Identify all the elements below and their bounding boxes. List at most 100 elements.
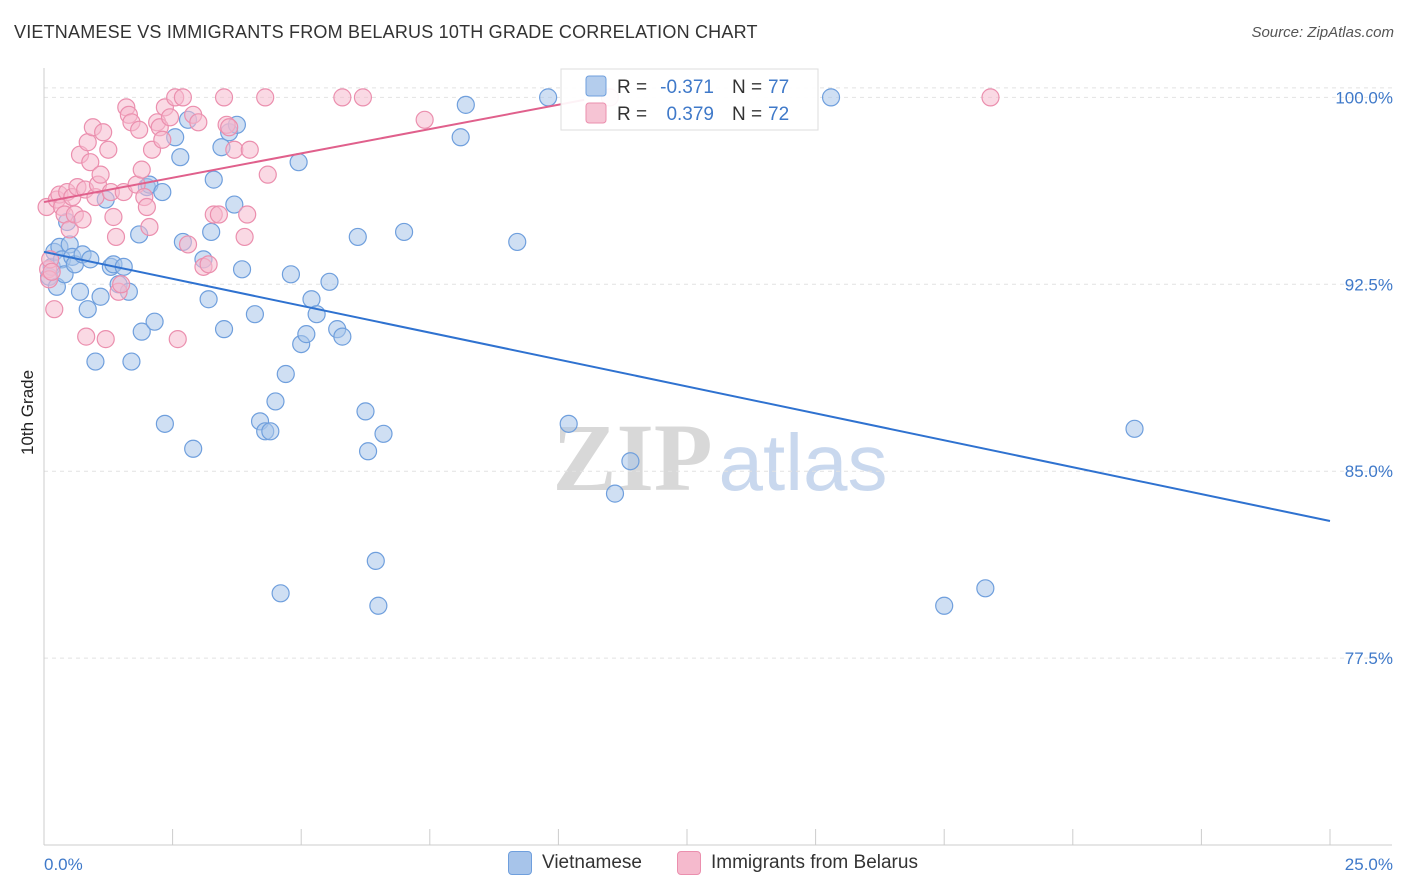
- point-vietnamese-69: [451, 128, 470, 147]
- point-belarus-58: [209, 205, 228, 224]
- trend-line-belarus: [43, 98, 585, 204]
- legend-item-belarus: Immigrants from Belarus: [677, 851, 918, 875]
- point-vietnamese-65: [366, 551, 385, 571]
- point-vietnamese-75: [621, 452, 640, 471]
- legend-item-vietnamese: Vietnamese: [508, 851, 642, 875]
- point-vietnamese-62: [348, 227, 367, 247]
- point-belarus-24: [91, 165, 110, 184]
- legend-n-value-vietnamese: 77: [768, 77, 789, 98]
- point-vietnamese-61: [333, 327, 352, 346]
- point-vietnamese-63: [356, 402, 375, 421]
- point-belarus-20: [81, 153, 100, 172]
- point-belarus-70: [415, 110, 434, 129]
- point-belarus-39: [132, 160, 151, 179]
- legend-swatch-vietnamese: [585, 75, 607, 97]
- point-belarus-50: [168, 330, 187, 349]
- point-vietnamese-16: [91, 287, 110, 306]
- legend-n-label-vietnamese: N =: [732, 77, 762, 98]
- point-belarus-5: [45, 300, 64, 319]
- point-belarus-41: [137, 197, 156, 217]
- legend-r-value-vietnamese: -0.371: [660, 77, 714, 98]
- point-belarus-32: [112, 275, 131, 294]
- point-vietnamese-49: [261, 422, 280, 441]
- point-belarus-66: [256, 88, 275, 107]
- point-vietnamese-23: [122, 352, 141, 371]
- point-belarus-42: [140, 217, 159, 237]
- bottom-legend: Vietnamese Immigrants from Belarus: [0, 851, 1406, 881]
- point-vietnamese-59: [320, 272, 339, 291]
- legend-n-label-belarus: N =: [732, 104, 762, 125]
- point-vietnamese-30: [155, 414, 174, 433]
- x-tick-label-1: 25.0%: [1345, 855, 1393, 874]
- point-vietnamese-35: [184, 439, 203, 458]
- trend-line-vietnamese: [43, 250, 1331, 523]
- point-vietnamese-45: [232, 260, 252, 279]
- point-belarus-29: [104, 207, 123, 227]
- legend-r-value-belarus: 0.379: [666, 104, 714, 125]
- y-axis-label: 10th Grade: [18, 369, 37, 455]
- point-vietnamese-67: [374, 424, 393, 443]
- y-tick-label-3: 100.0%: [1335, 88, 1393, 107]
- point-vietnamese-52: [276, 364, 295, 384]
- y-tick-label-1: 85.0%: [1345, 462, 1393, 481]
- legend-r-label-belarus: R =: [617, 104, 647, 125]
- point-belarus-61: [220, 118, 239, 137]
- point-vietnamese-43: [225, 195, 244, 214]
- watermark-atlas: atlas: [719, 418, 888, 507]
- point-vietnamese-66: [369, 596, 388, 615]
- point-vietnamese-11: [70, 282, 90, 301]
- point-belarus-59: [214, 88, 234, 107]
- watermark: ZIPatlas: [552, 404, 887, 511]
- point-vietnamese-32: [171, 148, 190, 167]
- point-belarus-38: [130, 120, 149, 139]
- point-belarus-48: [160, 108, 180, 127]
- point-vietnamese-15: [86, 352, 105, 371]
- point-belarus-62: [225, 140, 244, 159]
- point-belarus-30: [106, 227, 126, 247]
- point-belarus-54: [189, 113, 208, 132]
- point-belarus-72: [981, 88, 1000, 107]
- point-vietnamese-64: [358, 442, 378, 461]
- point-vietnamese-72: [539, 88, 558, 107]
- point-vietnamese-28: [145, 312, 164, 331]
- point-vietnamese-51: [271, 584, 290, 603]
- point-vietnamese-37: [199, 290, 218, 309]
- legend-r-label-vietnamese: R =: [617, 77, 647, 98]
- point-vietnamese-78: [976, 579, 995, 598]
- point-vietnamese-74: [605, 484, 625, 503]
- point-vietnamese-76: [821, 88, 841, 107]
- point-vietnamese-50: [266, 392, 285, 411]
- point-belarus-18: [77, 327, 96, 346]
- point-vietnamese-70: [456, 95, 475, 114]
- x-tick-label-0: 0.0%: [44, 855, 83, 874]
- point-vietnamese-29: [153, 182, 172, 202]
- y-tick-label-2: 92.5%: [1345, 275, 1393, 294]
- point-belarus-4: [42, 262, 61, 281]
- point-belarus-25: [94, 123, 113, 142]
- point-belarus-16: [73, 210, 92, 229]
- legend-n-value-belarus: 72: [768, 104, 789, 125]
- point-belarus-46: [153, 130, 172, 149]
- point-vietnamese-41: [214, 320, 234, 339]
- point-belarus-27: [99, 140, 118, 159]
- point-vietnamese-68: [394, 222, 414, 242]
- point-vietnamese-77: [935, 596, 954, 615]
- y-tick-label-0: 77.5%: [1345, 649, 1393, 668]
- point-vietnamese-13: [78, 300, 97, 319]
- point-vietnamese-25: [132, 322, 151, 341]
- point-belarus-69: [353, 88, 373, 107]
- point-vietnamese-79: [1125, 419, 1144, 438]
- legend-swatch-belarus: [677, 851, 701, 875]
- point-belarus-67: [258, 165, 277, 184]
- point-vietnamese-54: [289, 153, 308, 172]
- point-belarus-26: [96, 330, 115, 349]
- point-belarus-63: [235, 227, 254, 247]
- legend-swatch-belarus: [585, 102, 607, 124]
- point-belarus-51: [173, 88, 192, 107]
- point-vietnamese-53: [281, 265, 301, 284]
- point-belarus-64: [238, 205, 257, 224]
- point-belarus-52: [178, 235, 198, 254]
- point-vietnamese-71: [508, 232, 527, 252]
- point-vietnamese-38: [202, 222, 221, 242]
